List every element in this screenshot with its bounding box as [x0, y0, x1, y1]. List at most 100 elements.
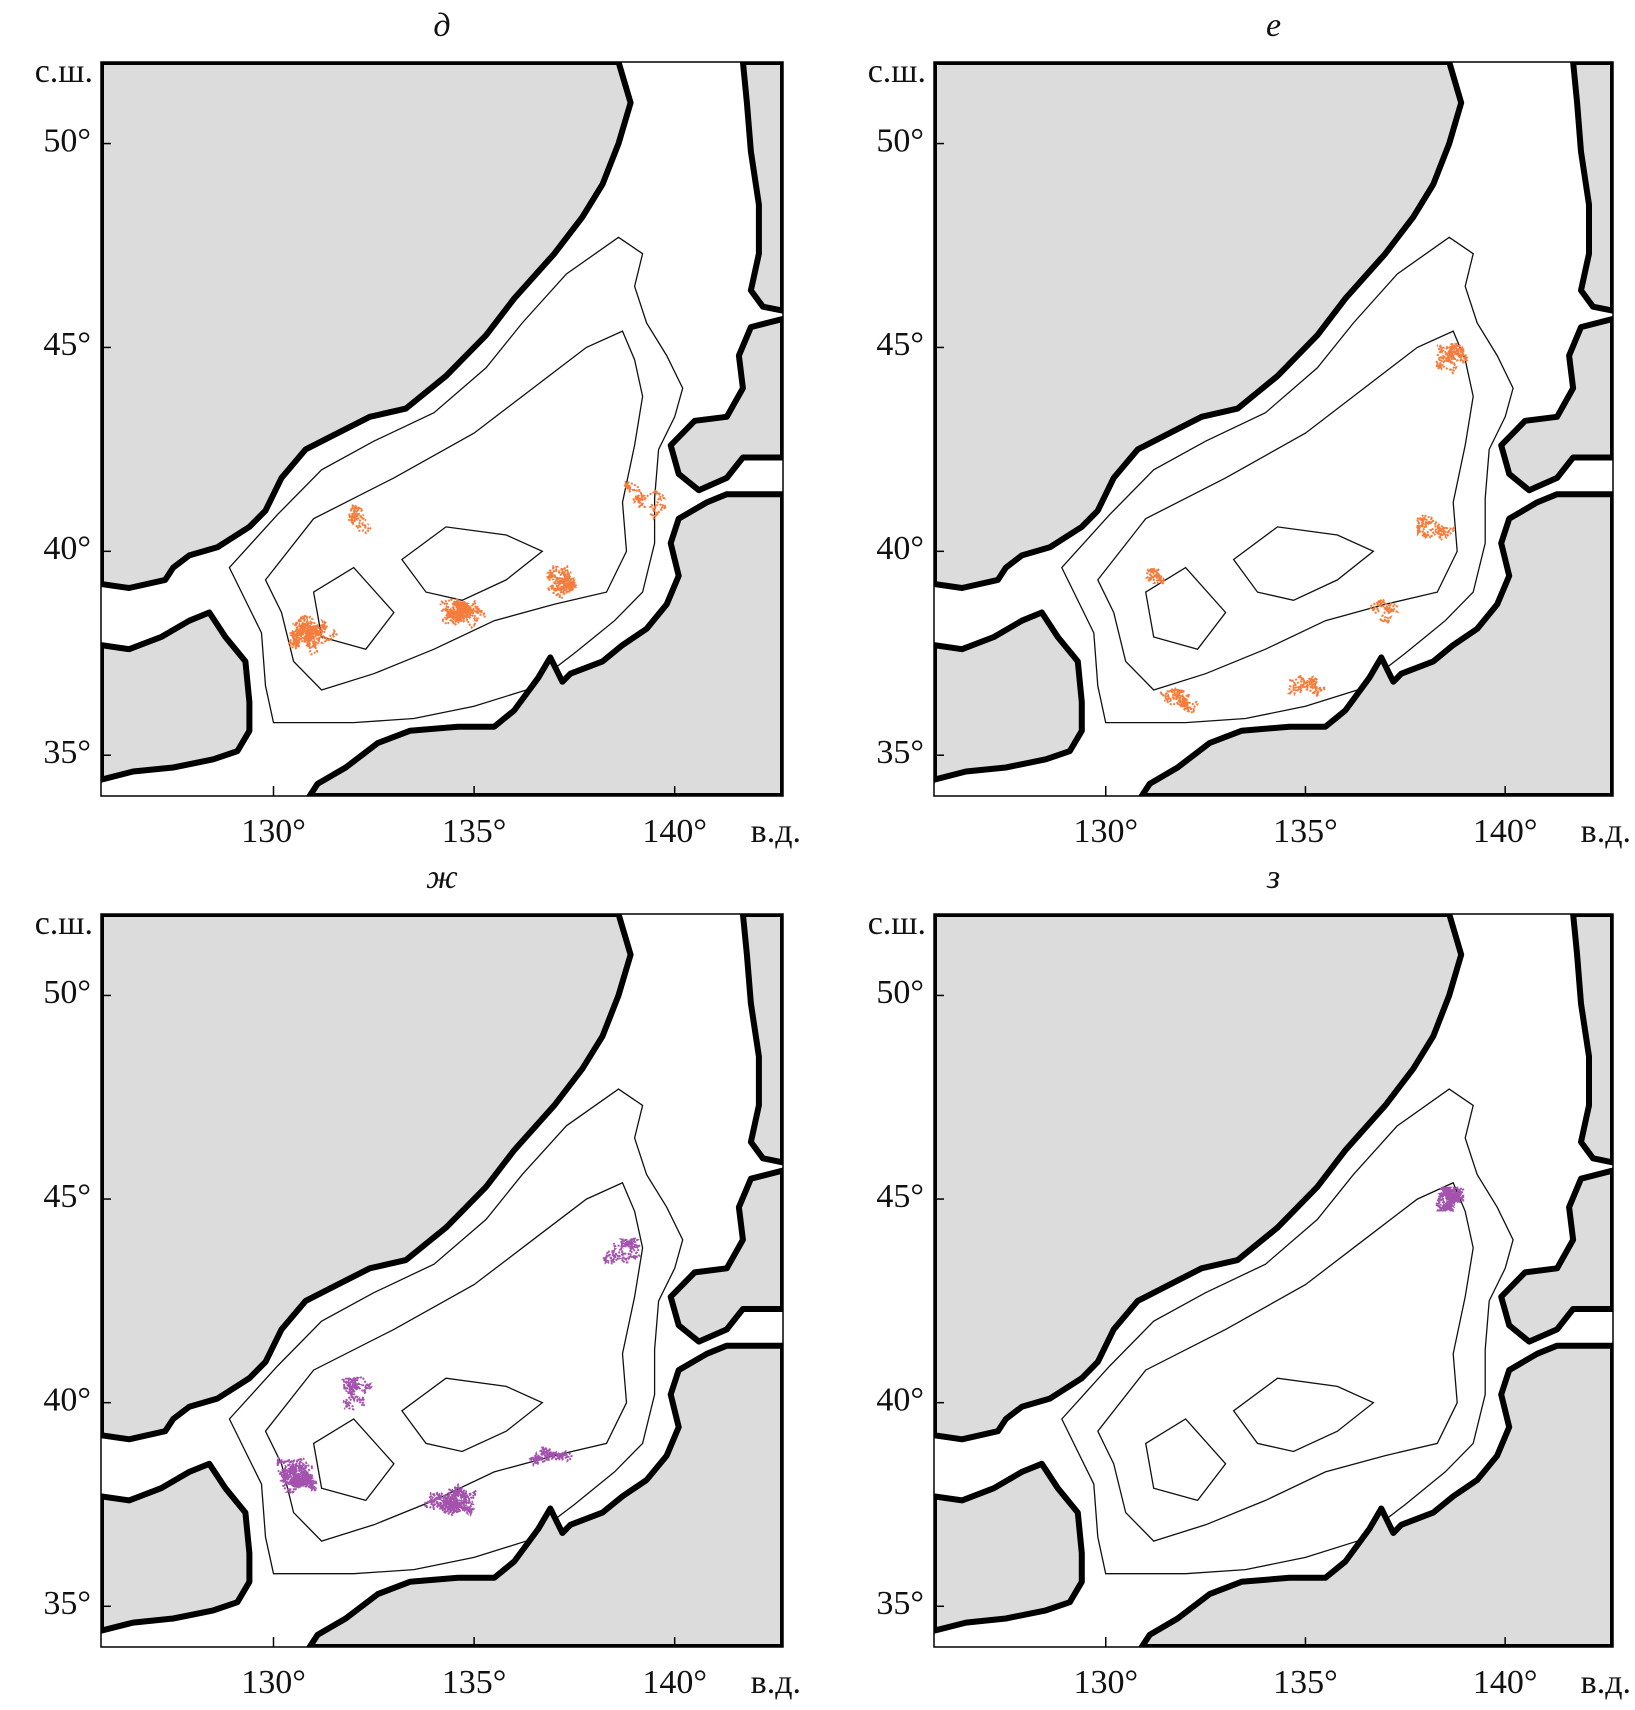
depth-contour — [400, 526, 544, 601]
x-axis-label: в.д. — [751, 813, 801, 850]
land — [1138, 1342, 1613, 1647]
map-content — [934, 914, 1613, 1647]
land — [101, 1460, 253, 1634]
x-axis-label: в.д. — [1581, 813, 1631, 850]
map-content — [934, 62, 1613, 796]
depth-contour — [1144, 566, 1227, 650]
drifter-track — [344, 504, 372, 535]
map-panel: д с.ш. 50° 45° 40° 35° 130° 135° 140° в.д. — [35, 7, 801, 850]
depth-contour — [1061, 236, 1514, 724]
y-tick-label: 50° — [43, 122, 91, 159]
drifter-track — [1415, 513, 1456, 541]
drifter-track — [543, 564, 579, 600]
drifter-track — [275, 1456, 320, 1494]
depth-contour — [1232, 1377, 1375, 1453]
map-panel: ж с.ш. 50° 45° 40° 35° 130° 135° 140° в.д. — [35, 859, 801, 1701]
x-tick-label: 135° — [442, 813, 507, 850]
land — [934, 62, 1465, 591]
y-tick-label: 35° — [43, 1585, 91, 1622]
y-axis-label: с.ш. — [868, 53, 926, 90]
land — [1498, 1167, 1613, 1345]
x-tick-label: 135° — [1273, 813, 1338, 850]
map-frame — [100, 61, 784, 797]
drifter-track — [1144, 566, 1168, 586]
depth-contour — [1061, 1088, 1514, 1575]
land — [101, 609, 253, 783]
drifter-track — [422, 1483, 478, 1517]
y-tick-label: 40° — [876, 1381, 924, 1418]
x-tick-label: 130° — [1073, 813, 1138, 850]
drifter-track — [287, 611, 339, 656]
land — [306, 1342, 783, 1647]
land — [739, 62, 783, 314]
y-tick-label: 35° — [876, 734, 924, 771]
y-tick-label: 45° — [43, 1178, 91, 1215]
drifter-track — [1367, 597, 1400, 624]
drifter-track — [439, 597, 486, 630]
depth-contour — [312, 566, 395, 650]
panel-title: ж — [426, 859, 458, 896]
drifter-track — [602, 1236, 643, 1265]
drifter-track — [1286, 673, 1328, 698]
map-frame — [933, 913, 1614, 1648]
y-tick-label: 45° — [876, 326, 924, 363]
land — [101, 62, 634, 591]
map-panel: з с.ш. 50° 45° 40° 35° 130° 135° 140° в.д. — [868, 859, 1631, 1701]
land — [934, 1460, 1085, 1634]
map-content — [101, 62, 783, 796]
land — [1498, 315, 1613, 494]
y-tick-label: 35° — [876, 1585, 924, 1622]
land — [306, 491, 783, 796]
depth-contour — [1097, 1181, 1474, 1542]
x-axis-label: в.д. — [751, 1664, 801, 1701]
land — [739, 914, 783, 1166]
x-tick-label: 130° — [241, 1664, 306, 1701]
y-tick-label: 35° — [43, 734, 91, 771]
x-tick-label: 135° — [1273, 1664, 1338, 1701]
y-tick-label: 45° — [876, 1178, 924, 1215]
y-tick-label: 40° — [43, 1381, 91, 1418]
y-tick-label: 50° — [876, 122, 924, 159]
depth-contour — [264, 330, 644, 691]
drifter-track — [1435, 1185, 1465, 1213]
depth-contour — [400, 1377, 544, 1453]
land — [1570, 62, 1613, 314]
x-tick-label: 140° — [642, 813, 707, 850]
drifter-track — [1433, 342, 1469, 376]
drifter-track — [623, 480, 668, 521]
map-frame — [100, 913, 784, 1648]
drifter-track — [340, 1374, 373, 1411]
y-tick-label: 45° — [43, 326, 91, 363]
y-tick-label: 40° — [43, 530, 91, 567]
map-frame — [933, 61, 1614, 797]
y-tick-label: 50° — [876, 974, 924, 1011]
land — [667, 1167, 783, 1345]
drifter-track — [528, 1445, 573, 1468]
x-tick-label: 130° — [241, 813, 306, 850]
depth-contour — [312, 1418, 395, 1502]
panel-title: д — [433, 7, 450, 44]
land — [101, 914, 634, 1443]
x-tick-label: 140° — [1473, 813, 1538, 850]
x-axis-label: в.д. — [1581, 1664, 1631, 1701]
land — [934, 609, 1085, 783]
x-tick-label: 135° — [442, 1664, 507, 1701]
y-tick-label: 40° — [876, 530, 924, 567]
y-axis-label: с.ш. — [35, 905, 93, 942]
depth-contour — [228, 1088, 684, 1575]
x-tick-label: 140° — [642, 1664, 707, 1701]
x-tick-label: 130° — [1073, 1664, 1138, 1701]
depth-contour — [264, 1181, 644, 1542]
land — [1570, 914, 1613, 1166]
y-axis-label: с.ш. — [35, 53, 93, 90]
depth-contour — [228, 236, 684, 724]
land — [1138, 491, 1613, 796]
depth-contour — [1232, 526, 1375, 601]
drifter-track — [1157, 687, 1199, 715]
map-content — [101, 914, 783, 1647]
depth-contour — [1144, 1418, 1227, 1502]
depth-contour — [1097, 330, 1474, 691]
x-tick-label: 140° — [1473, 1664, 1538, 1701]
y-axis-label: с.ш. — [868, 905, 926, 942]
